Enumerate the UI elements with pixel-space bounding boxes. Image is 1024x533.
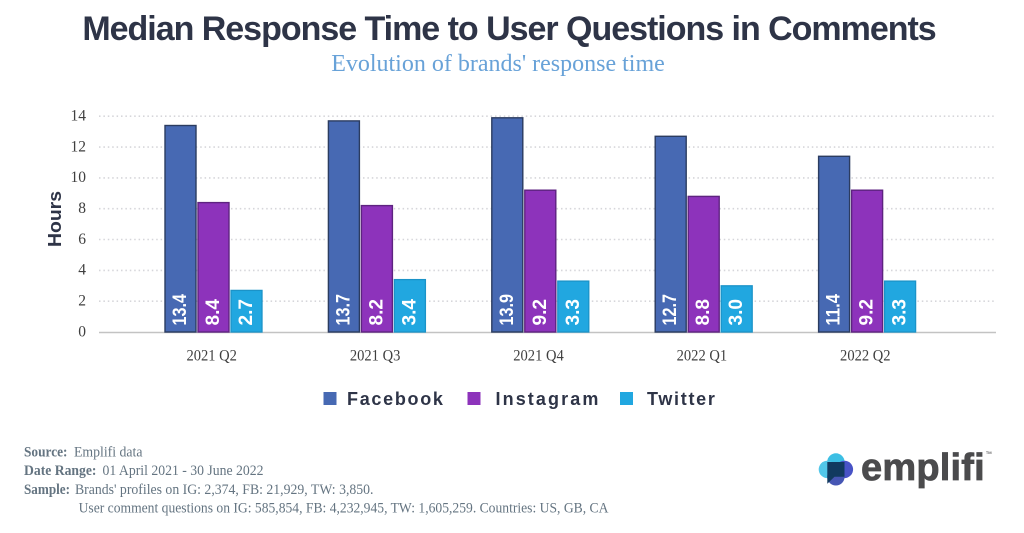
svg-text:13.9: 13.9 <box>497 294 518 326</box>
svg-text:8: 8 <box>78 200 86 217</box>
svg-text:13.4: 13.4 <box>170 294 191 326</box>
svg-text:Emplifi data: Emplifi data <box>74 445 143 461</box>
svg-text:2: 2 <box>78 293 86 310</box>
svg-text:Brands' profiles on IG: 2,374,: Brands' profiles on IG: 2,374, FB: 21,92… <box>75 482 374 498</box>
svg-text:Facebook: Facebook <box>347 389 445 409</box>
svg-text:2022 Q2: 2022 Q2 <box>840 347 891 364</box>
svg-text:12: 12 <box>71 138 87 155</box>
svg-text:Sample:: Sample: <box>24 482 70 498</box>
svg-text:6: 6 <box>78 231 86 248</box>
svg-text:4: 4 <box>78 262 86 279</box>
svg-text:™: ™ <box>986 451 993 458</box>
svg-text:emplifi: emplifi <box>861 447 985 489</box>
svg-text:Hours: Hours <box>44 191 65 247</box>
svg-text:3.4: 3.4 <box>399 299 420 326</box>
svg-text:9.2: 9.2 <box>530 299 551 326</box>
svg-text:Median Response Time to User Q: Median Response Time to User Questions i… <box>82 10 935 48</box>
svg-text:2021 Q3: 2021 Q3 <box>350 347 401 364</box>
svg-text:2022 Q1: 2022 Q1 <box>677 347 728 364</box>
svg-text:Twitter: Twitter <box>647 389 717 409</box>
svg-text:0: 0 <box>78 323 86 340</box>
svg-text:2.7: 2.7 <box>236 299 257 326</box>
svg-text:10: 10 <box>71 169 87 186</box>
svg-text:14: 14 <box>71 108 87 125</box>
svg-text:Evolution of brands' response: Evolution of brands' response time <box>331 51 665 77</box>
svg-text:8.4: 8.4 <box>203 299 224 326</box>
svg-text:3.3: 3.3 <box>563 299 584 326</box>
svg-text:2021 Q2: 2021 Q2 <box>186 347 237 364</box>
svg-text:12.7: 12.7 <box>660 294 681 326</box>
svg-text:3.3: 3.3 <box>890 299 911 326</box>
svg-text:01 April 2021 - 30 June 2022: 01 April 2021 - 30 June 2022 <box>103 463 264 479</box>
svg-text:8.2: 8.2 <box>366 299 387 326</box>
svg-text:User comment questions on IG:: User comment questions on IG: 585,854, F… <box>79 501 609 517</box>
svg-text:8.8: 8.8 <box>693 299 714 326</box>
svg-text:Source:: Source: <box>24 445 68 461</box>
svg-text:3.0: 3.0 <box>726 299 747 326</box>
svg-text:Instagram: Instagram <box>496 389 601 409</box>
svg-text:11.4: 11.4 <box>824 294 845 326</box>
svg-text:9.2: 9.2 <box>857 299 878 326</box>
svg-text:13.7: 13.7 <box>333 294 354 326</box>
svg-text:Date Range:: Date Range: <box>24 463 97 479</box>
svg-text:2021 Q4: 2021 Q4 <box>513 347 564 364</box>
